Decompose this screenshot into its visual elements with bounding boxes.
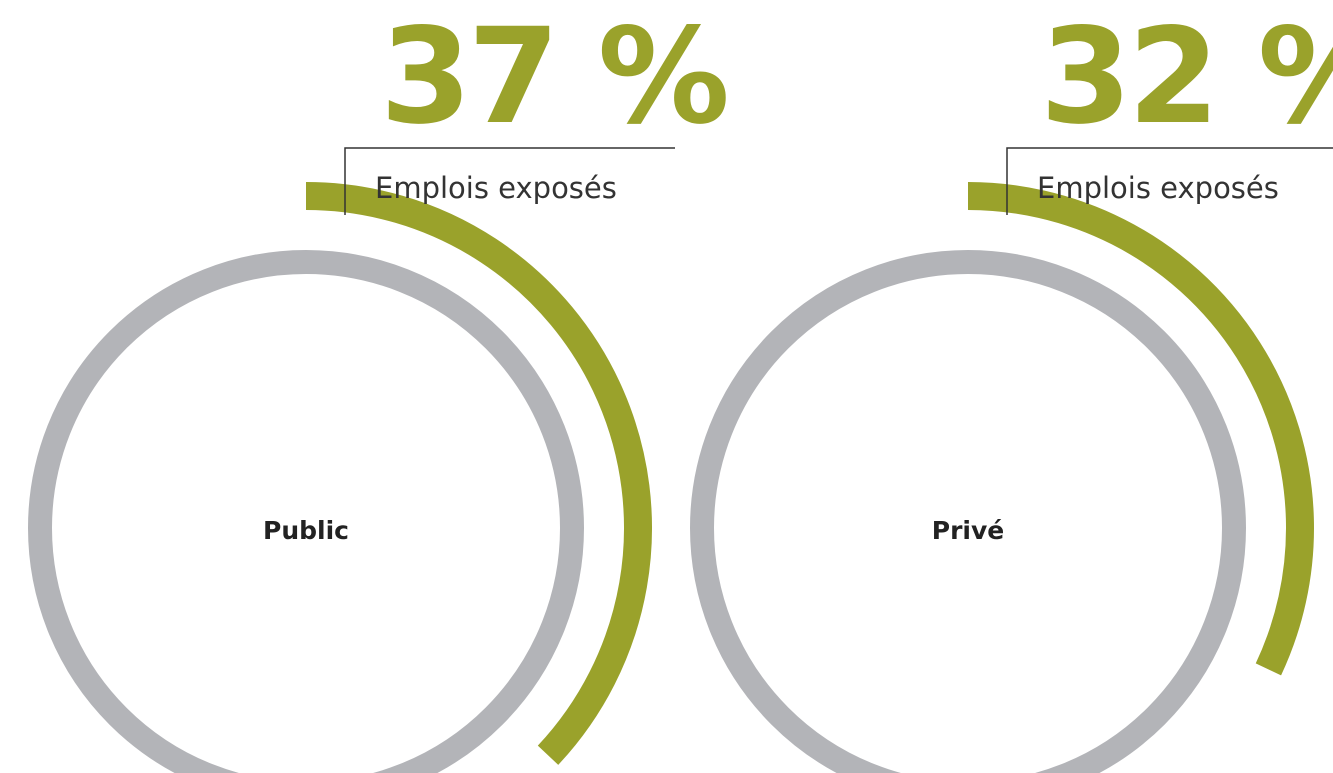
annotation: Emplois exposés [375,171,617,205]
category-label: Public [263,516,349,545]
value-label: 37 % [380,0,727,154]
ring-track [690,250,1246,773]
value-arc [305,182,652,765]
value-arc [967,182,1314,676]
ring-track [28,250,584,773]
leader-line [344,147,675,215]
category-label: Privé [932,516,1004,545]
leader-line [1006,147,1333,215]
value-label: 32 % [1040,0,1333,154]
annotation: Emplois exposés [1037,171,1279,205]
